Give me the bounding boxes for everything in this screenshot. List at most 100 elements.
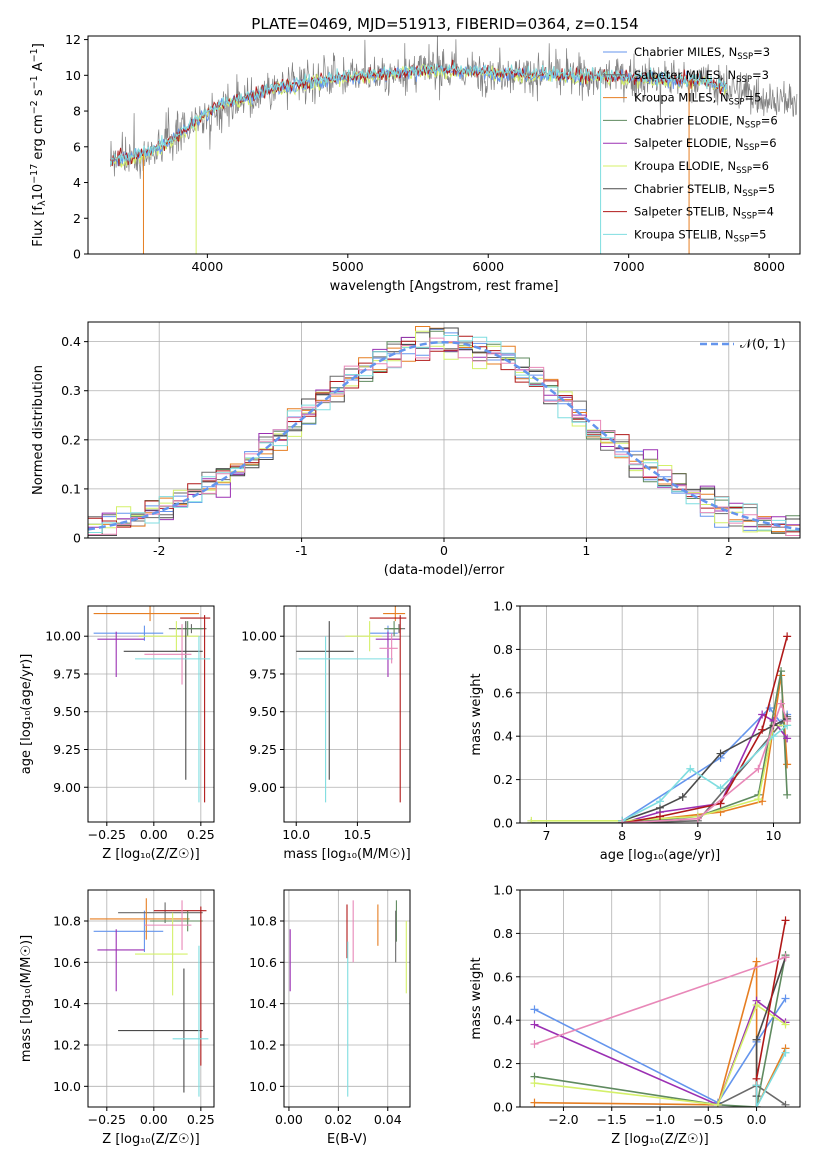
histogram-pink (88, 337, 800, 536)
y-axis-label-part: ] (31, 43, 46, 48)
y-axis-label-part: −2 (29, 100, 40, 114)
legend-sub: SSP (744, 143, 760, 153)
x-tick-label: 0 (440, 543, 448, 558)
y-tick-label: 10 (65, 68, 81, 83)
model-spectrum-salpeter-stelib (110, 59, 727, 167)
y-tick-label: 1.0 (493, 599, 513, 614)
x-tick-label: 1 (582, 543, 590, 558)
model-spectrum-kroupa-stelib (110, 62, 727, 166)
weight-marker-kroupa-stelib (781, 1048, 790, 1057)
plot-area (289, 900, 407, 1097)
y-tick-label: 9.50 (53, 704, 81, 719)
y-tick-label: 10.00 (45, 629, 81, 644)
errorbar-chabrier-stelib (123, 621, 203, 780)
y-tick-label: 9.25 (53, 742, 81, 757)
errorbar-salpeter-stelib (180, 615, 211, 803)
legend-name: Kroupa ELODIE, N (634, 159, 736, 173)
legend-sub: SSP (734, 234, 750, 244)
legend-name: Kroupa STELIB, N (634, 227, 734, 241)
x-axis-label: Z [log₁₀(Z/Z☉)] (611, 1132, 708, 1147)
weight-marker-kroupa-elodie (527, 816, 536, 823)
legend-value: =3 (752, 68, 769, 82)
legend-label-chabrier-stelib: Chabrier STELIB, NSSP=5 (634, 182, 775, 199)
y-tick-label: 6 (73, 139, 81, 154)
y-tick-label: 10.0 (53, 1079, 81, 1094)
legend-label-kroupa-miles: Kroupa MILES, NSSP=5 (634, 91, 761, 108)
errorbar-kroupa-elodie (345, 621, 382, 652)
y-tick-label: 10.8 (249, 914, 277, 929)
axes-frame (283, 605, 411, 823)
y-tick-label: 0.0 (493, 816, 513, 831)
weight-marker-salpeter-stelib (656, 812, 664, 821)
weight-marker-pink (618, 819, 627, 823)
y-tick-label: 4 (73, 175, 81, 190)
x-axis-label: mass [log₁₀(M/M☉)] (283, 847, 410, 862)
weight-marker-salpeter-elodie (530, 1020, 539, 1029)
axes-frame (87, 605, 215, 823)
y-tick-label: 9.00 (249, 780, 277, 795)
legend-label-kroupa-elodie: Kroupa ELODIE, NSSP=6 (634, 159, 769, 176)
y-tick-label: 0.4 (493, 1013, 513, 1028)
y-tick-label: 0.4 (493, 729, 513, 744)
weight-line-chabrier-elodie (531, 670, 788, 823)
y-tick-label: 0.8 (493, 642, 513, 657)
x-tick-label: 0.25 (187, 1112, 215, 1127)
y-axis-label: Normed distribution (31, 365, 46, 495)
y-axis-label-part: −1 (29, 48, 40, 62)
y-tick-label: 10.0 (249, 1079, 277, 1094)
weight-line-kroupa-stelib (621, 724, 788, 822)
histogram-kroupa-stelib (88, 335, 800, 533)
legend-label-salpeter-stelib: Salpeter STELIB, NSSP=4 (634, 205, 774, 222)
weight-marker-salpeter-stelib (781, 916, 790, 925)
x-tick-label: −0.5 (693, 1112, 723, 1127)
legend-sub: SSP (729, 98, 745, 108)
axes-frame (519, 605, 801, 824)
y-axis-label: mass weight (469, 673, 484, 755)
errorbar-pink (144, 900, 192, 950)
plot-area (527, 632, 792, 823)
legend-label-kroupa-stelib: Kroupa STELIB, NSSP=5 (634, 227, 766, 244)
weight-marker-kroupa-stelib (752, 1103, 761, 1107)
y-axis-label-part: λ (37, 200, 48, 206)
weight-marker-kroupa-elodie (781, 1020, 790, 1029)
legend-value: =6 (761, 113, 778, 127)
weight-marker-kroupa-stelib (686, 764, 695, 773)
y-tick-label: 9.75 (53, 666, 81, 681)
legend-label-normal: 𝒩(0, 1) (740, 336, 786, 351)
weight-marker-kroupa-stelib (752, 1081, 761, 1090)
x-axis-label: E(B-V) (327, 1132, 367, 1147)
weight-marker-kroupa-stelib (769, 732, 778, 741)
weight-marker-kroupa-stelib (716, 784, 725, 793)
weight-marker-kroupa-miles (530, 1098, 539, 1107)
errorbar-salpeter-elodie (375, 631, 401, 677)
x-axis-label: age [log₁₀(age/yr)] (600, 848, 721, 863)
y-tick-label: 10.6 (53, 955, 81, 970)
x-tick-label: 0.00 (275, 1112, 303, 1127)
legend-sub: SSP (745, 120, 761, 130)
weight-line-kroupa-elodie (534, 1003, 786, 1106)
y-tick-label: 1.0 (493, 883, 513, 898)
y-tick-label: 0 (73, 247, 81, 262)
y-axis-label-part: 10 (31, 184, 46, 201)
legend-name: Chabrier MILES, N (634, 45, 737, 59)
errorbar-kroupa-elodie (138, 621, 199, 652)
x-tick-label: -1 (295, 543, 307, 558)
axes-frame (87, 35, 801, 255)
x-axis-label: Z [log₁₀(Z/Z☉)] (102, 1132, 199, 1147)
legend-label-salpeter-elodie: Salpeter ELODIE, NSSP=6 (634, 136, 777, 153)
x-tick-label: −2.0 (548, 1112, 578, 1127)
legend-name: Salpeter STELIB, N (634, 205, 741, 219)
errorbar-salpeter-elodie (97, 929, 145, 992)
legend-value: =4 (757, 205, 774, 219)
y-tick-label: 9.25 (249, 742, 277, 757)
y-tick-label: 9.75 (249, 666, 277, 681)
y-tick-label: 9.50 (249, 704, 277, 719)
y-axis-label: Flux [fλ10−17 erg cm−2 s−1 A−1] (29, 43, 48, 247)
y-tick-label: 0.6 (493, 685, 513, 700)
x-tick-label: 7000 (613, 259, 645, 274)
weight-marker-chabrier-stelib (716, 749, 725, 758)
axes-frame (283, 889, 411, 1108)
weight-marker-chabrier-stelib (678, 792, 687, 801)
weight-line-kroupa-stelib (755, 1052, 787, 1107)
x-tick-label: 0.04 (374, 1112, 402, 1127)
